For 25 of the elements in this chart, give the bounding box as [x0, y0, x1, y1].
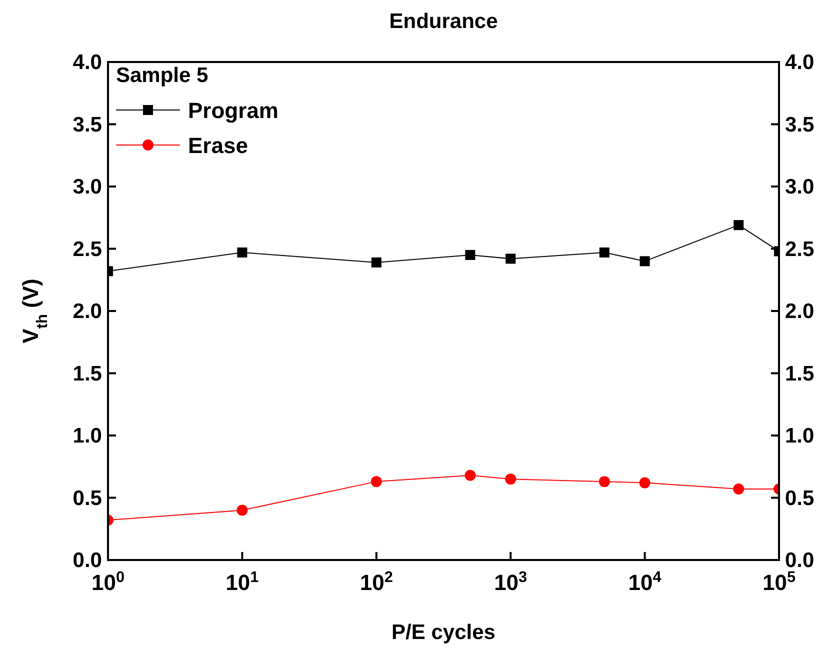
- y2-tick-label: 3.5: [785, 113, 815, 136]
- legend-label: Erase: [188, 133, 248, 158]
- y-tick-label: 3.0: [72, 176, 102, 198]
- x-tick-label: 10$^{3}$: [494, 568, 528, 595]
- legend-title: Sample 5: [116, 64, 209, 87]
- x-axis-title: P/E cycles: [392, 621, 496, 644]
- x-tick-label: 10$^{2}$: [360, 568, 393, 595]
- y2-tick-label: 4.0: [785, 51, 814, 74]
- y2-tick-label: 0.5: [785, 486, 815, 510]
- y-tick-label: 2.0: [72, 300, 102, 323]
- y2-tick-label: 2.0: [785, 300, 814, 323]
- x-tick-label: 10$^{1}$: [226, 568, 260, 595]
- y-tick-label: 1.0: [72, 424, 102, 448]
- y-tick-label: 1.5: [72, 362, 102, 386]
- y-tick-label: 4.0: [72, 51, 102, 74]
- y-tick-label: 3.5: [72, 113, 102, 136]
- y2-tick-label: 2.5: [785, 238, 815, 261]
- y-tick-label: 2.5: [72, 238, 102, 261]
- y-tick-label: 0.5: [72, 486, 102, 510]
- y2-tick-label: 3.0: [785, 176, 814, 198]
- x-tick-label: 10$^{4}$: [628, 568, 662, 595]
- chart-title: Endurance: [389, 10, 498, 33]
- legend-label: Program: [188, 98, 278, 123]
- y2-tick-label: 1.0: [785, 424, 814, 448]
- y2-tick-label: 1.5: [785, 362, 815, 386]
